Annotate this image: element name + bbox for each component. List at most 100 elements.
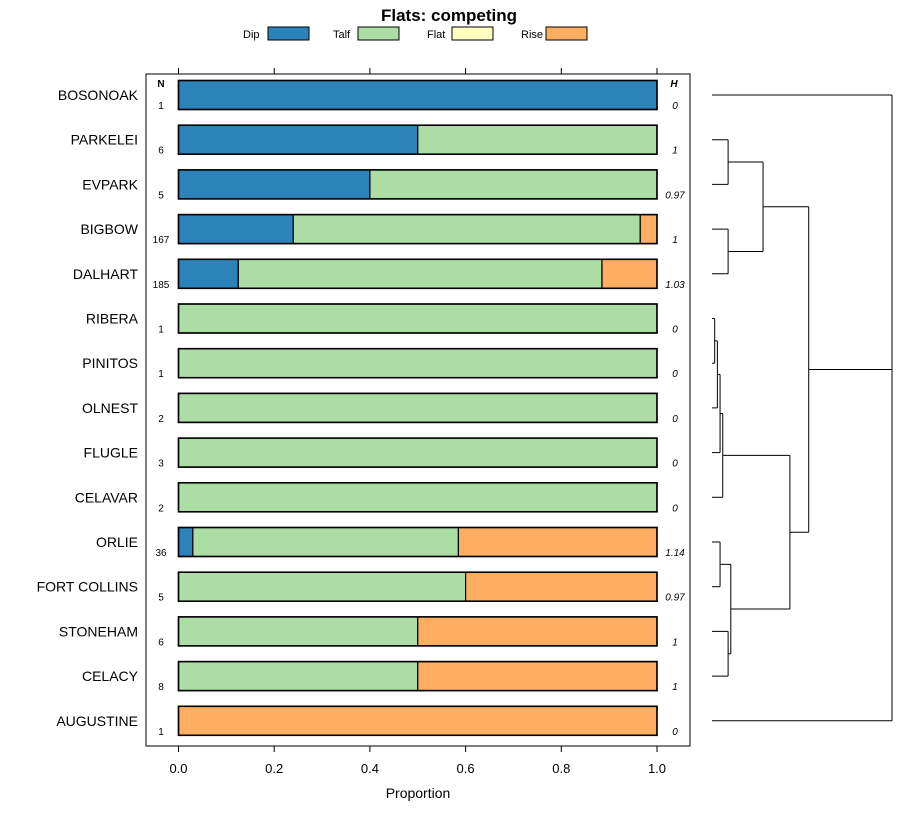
bar-parkelei-dip <box>177 124 419 155</box>
x-tick-label-0: 0.0 <box>169 761 187 776</box>
n-label-ribera: 1 <box>158 325 164 336</box>
category-label-olnest: OLNEST <box>82 400 138 416</box>
bar-outline-celacy <box>177 660 658 692</box>
n-label-pinitos: 1 <box>158 369 164 380</box>
n-label-bosonoak: 1 <box>158 101 164 112</box>
bar-bigbow-rise <box>639 214 658 245</box>
bar-celacy-talf <box>177 660 419 692</box>
legend-swatch-flat <box>451 26 494 41</box>
category-label-evpark: EVPARK <box>82 176 138 192</box>
category-label-augustine: AUGUSTINE <box>56 713 138 729</box>
legend-label-dip: Dip <box>243 29 260 41</box>
category-label-bosonoak: BOSONOAK <box>58 87 139 103</box>
h-label-olnest: 0 <box>672 414 678 425</box>
bar-parkelei-talf <box>417 124 658 155</box>
h-labels: 0 1 0.97 1 1.03 0 0 0 0 0 1.14 0.97 1 1 0 <box>665 101 685 738</box>
h-label-celavar: 0 <box>672 503 678 514</box>
bar-outline-pinitos <box>177 347 658 379</box>
bar-fort-collins-talf <box>177 571 467 602</box>
bars-group <box>177 79 658 737</box>
x-axis-title: Proportion <box>386 785 451 801</box>
h-label-dalhart: 1.03 <box>665 280 685 291</box>
category-label-dalhart: DALHART <box>73 266 139 282</box>
bar-evpark-talf <box>369 169 658 200</box>
bar-outline-celavar <box>177 481 658 513</box>
bar-outline-flugle <box>177 437 658 468</box>
h-label-bosonoak: 0 <box>672 101 678 112</box>
h-label-fort-collins: 0.97 <box>665 593 685 604</box>
bar-dalhart-dip <box>177 258 239 289</box>
category-label-bigbow: BIGBOW <box>80 221 138 237</box>
n-column-header: N <box>157 79 164 90</box>
bar-outline-stoneham <box>177 616 658 647</box>
h-label-flugle: 0 <box>672 459 678 470</box>
bar-fort-collins-rise <box>465 571 658 602</box>
n-label-celavar: 2 <box>158 503 164 514</box>
plot-frame <box>145 73 691 747</box>
bar-pinitos-talf <box>177 348 658 379</box>
h-label-orlie: 1.14 <box>665 548 685 559</box>
category-label-pinitos: PINITOS <box>82 355 138 371</box>
bar-bigbow-talf <box>292 214 641 245</box>
category-labels: BOSONOAK PARKELEI EVPARK BIGBOW DALHART RIBER… <box>37 87 139 729</box>
n-label-evpark: 5 <box>158 190 164 201</box>
bar-orlie-rise <box>457 526 658 558</box>
n-label-stoneham: 6 <box>158 637 164 648</box>
h-label-evpark: 0.97 <box>665 190 685 201</box>
category-label-parkelei: PARKELEI <box>71 132 138 148</box>
legend-label-talf: Talf <box>333 29 351 41</box>
bar-outline-ribera <box>177 303 658 334</box>
h-label-celacy: 1 <box>672 682 678 693</box>
category-label-ribera: RIBERA <box>86 311 139 327</box>
bar-outline-olnest <box>177 392 658 424</box>
n-label-augustine: 1 <box>158 727 164 738</box>
x-axis: 0.0 0.2 0.4 0.6 0.8 1.0 <box>169 68 666 776</box>
x-tick-label-3: 0.6 <box>457 761 475 776</box>
bar-stoneham-talf <box>177 616 419 647</box>
h-label-augustine: 0 <box>672 727 678 738</box>
bar-olnest-talf <box>177 392 658 423</box>
bar-outline-dalhart <box>177 258 658 290</box>
bar-celavar-talf <box>177 482 658 513</box>
bar-orlie-talf <box>192 526 460 558</box>
bar-orlie-dip <box>177 526 194 558</box>
bar-celacy-rise <box>417 660 658 692</box>
legend-swatch-talf <box>357 26 400 41</box>
h-label-pinitos: 0 <box>672 369 678 380</box>
x-tick-label-2: 0.4 <box>361 761 379 776</box>
n-label-flugle: 3 <box>158 459 164 470</box>
category-label-stoneham: STONEHAM <box>59 623 138 639</box>
bar-bosonoak-dip <box>177 79 658 111</box>
n-label-parkelei: 6 <box>158 146 164 157</box>
h-label-parkelei: 1 <box>672 146 678 157</box>
h-label-stoneham: 1 <box>672 637 678 648</box>
category-label-flugle: FLUGLE <box>84 445 138 461</box>
bar-outline-bigbow <box>177 213 658 245</box>
category-label-fort-collins: FORT COLLINS <box>37 579 138 595</box>
x-tick-label-5: 1.0 <box>648 761 666 776</box>
bar-dalhart-talf <box>237 258 603 289</box>
bar-outline-bosonoak <box>177 79 658 111</box>
n-label-orlie: 36 <box>155 548 167 559</box>
bar-flugle-talf <box>177 437 658 468</box>
n-label-bigbow: 167 <box>153 235 170 246</box>
dendrogram <box>712 94 893 722</box>
category-label-celavar: CELAVAR <box>75 489 138 505</box>
bar-stoneham-rise <box>417 616 658 647</box>
chart-title: Flats: competing <box>381 6 517 25</box>
x-tick-label-4: 0.8 <box>552 761 570 776</box>
h-column-header: H <box>670 79 678 90</box>
bar-ribera-talf <box>177 303 658 334</box>
legend-swatch-dip <box>267 26 310 41</box>
bar-outline-evpark <box>177 169 658 200</box>
bar-outline-orlie <box>177 526 658 558</box>
bar-outline-augustine <box>177 705 658 737</box>
n-labels: 1 6 5 167 185 1 1 2 3 2 36 5 6 8 1 <box>153 101 170 738</box>
n-label-celacy: 8 <box>158 682 164 693</box>
n-label-fort-collins: 5 <box>158 593 164 604</box>
h-label-ribera: 0 <box>672 325 678 336</box>
bar-outline-fort-collins <box>177 571 658 603</box>
bar-augustine-rise <box>177 705 658 736</box>
bar-bigbow-dip <box>177 214 294 245</box>
